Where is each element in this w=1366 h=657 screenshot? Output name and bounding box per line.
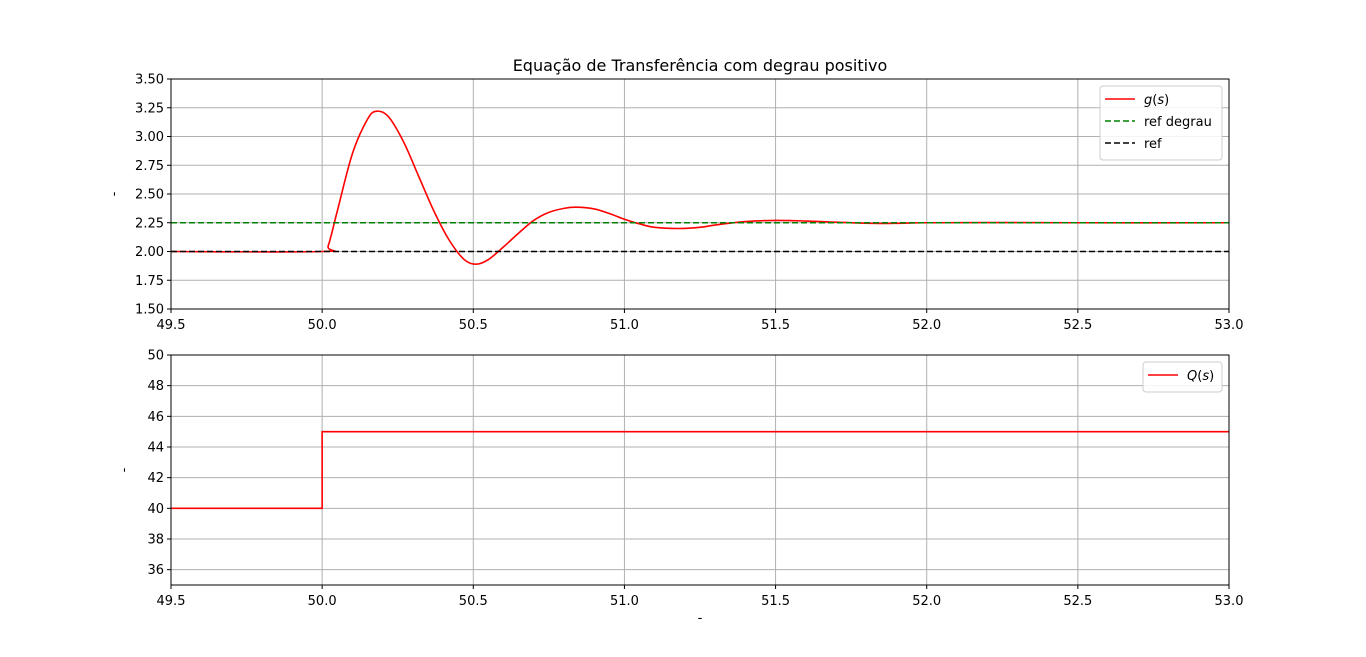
- top-chart-xtick-label: 50.0: [308, 318, 337, 333]
- bottom-chart-grid: [170, 354, 1230, 585]
- top-chart-ytick-label: 1.75: [135, 274, 164, 289]
- top-chart-ytick-label: 2.00: [135, 245, 164, 260]
- bottom-chart-ytick-label: 44: [147, 441, 164, 456]
- top-chart-series-g-s: [171, 110, 1229, 265]
- bottom-chart-ytick-label: 40: [147, 502, 164, 517]
- bottom-chart-xtick-label: 52.5: [1063, 594, 1092, 609]
- bottom-chart-xtick-label: 51.0: [610, 594, 639, 609]
- top-chart-title: Equação de Transferência com degrau posi…: [513, 56, 888, 75]
- top-chart-legend-box: [1099, 85, 1223, 161]
- bottom-chart-ylabel: -: [117, 467, 132, 472]
- top-chart-ytick-label: 3.00: [135, 130, 164, 145]
- bottom-chart-legend: Q(s): [1142, 361, 1223, 393]
- bottom-chart-xtick-label: 50.0: [308, 594, 337, 609]
- top-chart-xtick-label: 51.0: [610, 318, 639, 333]
- bottom-chart-ytick-label: 42: [147, 471, 164, 486]
- top-chart-xtick-label: 50.5: [459, 318, 488, 333]
- top-chart-xtick-label: 53.0: [1215, 318, 1244, 333]
- top-chart-ticks: 49.5 50.0 50.5 51.0 51.5 52.0 52.5 53.0 1.50 1.75…: [135, 73, 1243, 334]
- bottom-chart-xtick-label: 52.0: [912, 594, 941, 609]
- top-chart: Equação de Transferência com degrau posi…: [107, 56, 1243, 333]
- bottom-chart-xtick-label: 50.5: [459, 594, 488, 609]
- top-chart-frame: [170, 78, 1230, 310]
- bottom-chart-legend-box: [1142, 361, 1223, 393]
- bottom-chart-ticks: 49.5 50.0 50.5 51.0 51.5 52.0 52.5 53.0 36 38 40 42…: [147, 349, 1243, 610]
- bottom-chart-xtick-label: 51.5: [761, 594, 790, 609]
- bottom-chart-ytick-label: 38: [147, 533, 164, 548]
- top-chart-xtick-label: 51.5: [761, 318, 790, 333]
- bottom-chart-xtick-label: 49.5: [157, 594, 186, 609]
- bottom-chart-legend-label-q-s: Q(s): [1187, 369, 1214, 384]
- top-chart-ytick-label: 2.50: [135, 188, 164, 203]
- top-chart-legend-label-ref: ref: [1144, 137, 1162, 152]
- top-chart-xtick-label: 52.0: [912, 318, 941, 333]
- top-chart-legend-label-g-s: g(s): [1144, 93, 1169, 108]
- top-chart-ylabel: -: [107, 191, 122, 196]
- bottom-chart-ytick-label: 36: [147, 563, 164, 578]
- top-chart-ytick-label: 2.75: [135, 159, 164, 174]
- bottom-chart-plot-area: [171, 430, 1229, 510]
- bottom-chart-series-q-s: [171, 430, 1229, 510]
- bottom-chart-xtick-label: 53.0: [1215, 594, 1244, 609]
- top-chart-ytick-label: 3.50: [135, 73, 164, 88]
- bottom-chart: - - 49.5 50.0 50.5 51.0 51.5 52.0 52.5 53.0 36 38…: [117, 349, 1243, 627]
- bottom-chart-ytick-label: 48: [147, 379, 164, 394]
- top-chart-legend: g(s) ref degrau ref: [1099, 85, 1223, 161]
- bottom-chart-ytick-label: 50: [147, 349, 164, 364]
- top-chart-grid: [170, 78, 1230, 310]
- bottom-chart-ytick-label: 46: [147, 410, 164, 425]
- top-chart-legend-label-ref-degrau: ref degrau: [1144, 115, 1212, 130]
- top-chart-plot-area: [171, 110, 1229, 265]
- top-chart-xtick-label: 52.5: [1063, 318, 1092, 333]
- bottom-chart-frame: [170, 354, 1230, 586]
- top-chart-xtick-label: 49.5: [157, 318, 186, 333]
- top-chart-ytick-label: 3.25: [135, 101, 164, 116]
- top-chart-ytick-label: 1.50: [135, 303, 164, 318]
- bottom-chart-xlabel: -: [698, 611, 703, 626]
- top-chart-ytick-label: 2.25: [135, 216, 164, 231]
